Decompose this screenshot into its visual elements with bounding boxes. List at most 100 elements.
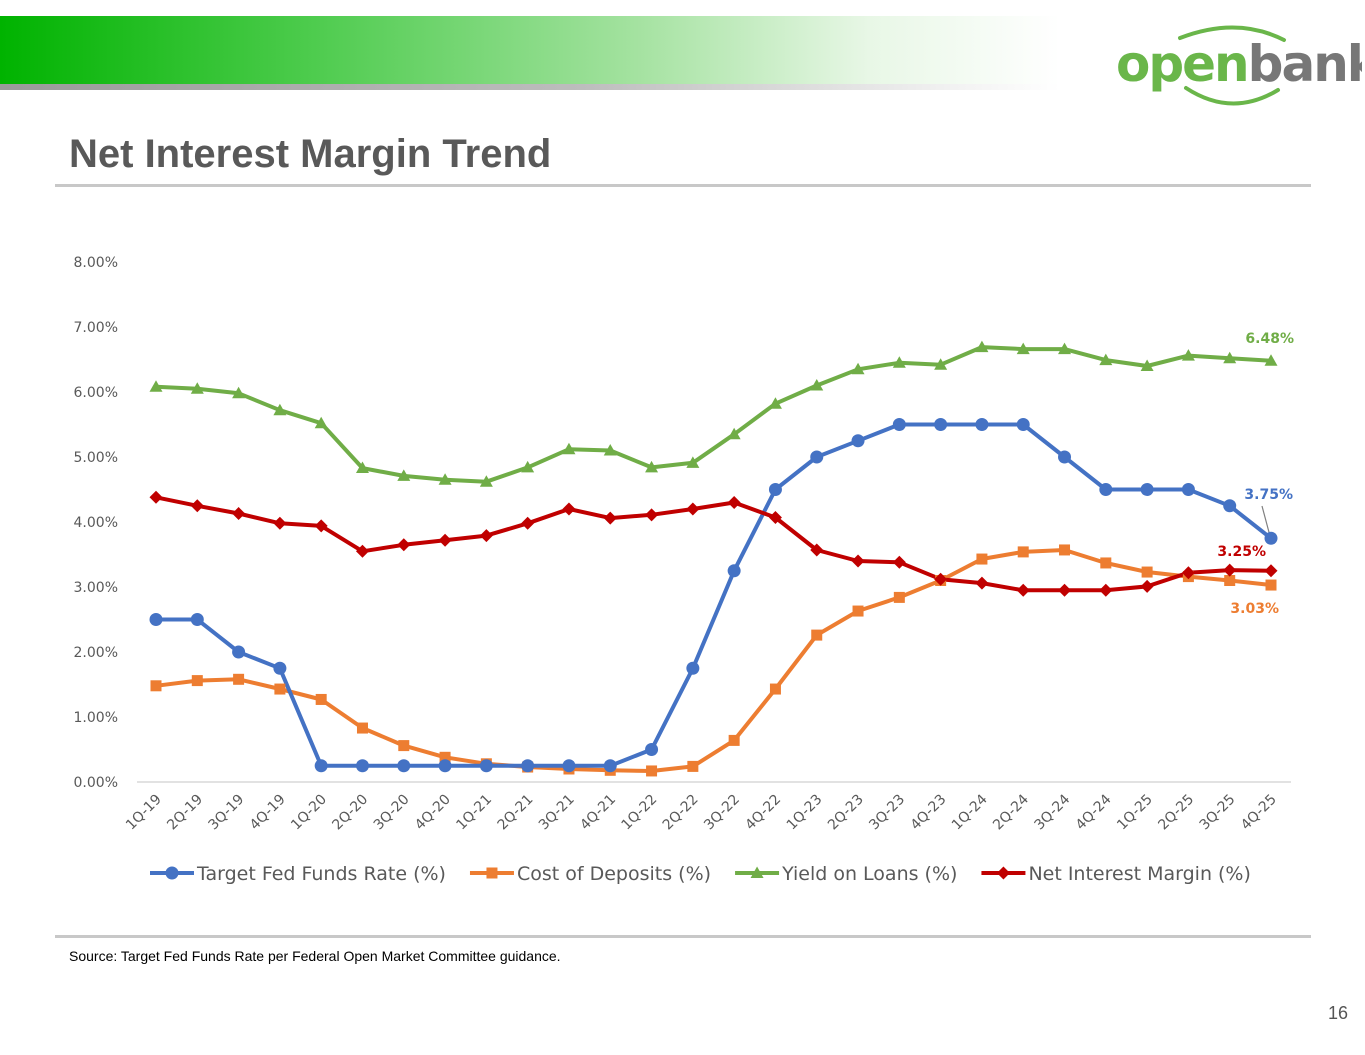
series-markers [149,340,1278,777]
x-tick-label: 3Q-20 [371,792,413,834]
data-point [645,743,659,756]
data-point [479,759,493,773]
data-point [438,473,452,485]
x-tick-label: 4Q-22 [742,792,784,834]
data-point [1016,342,1030,355]
data-point [1058,450,1072,464]
data-point [190,499,204,513]
data-point [1016,583,1030,597]
data-point [1224,575,1236,586]
legend-label: Net Interest Margin (%) [1028,863,1250,885]
data-point [1099,483,1113,496]
page-number: 16 [1327,1003,1348,1023]
data-point [768,510,782,524]
data-point [1059,544,1071,556]
x-tick-label: 3Q-23 [866,792,908,834]
data-point [397,469,411,481]
x-tick-label: 1Q-22 [619,792,661,834]
data-point [149,490,163,504]
data-point [232,645,246,659]
data-point [686,661,700,675]
data-point [521,759,535,773]
data-point [728,734,740,746]
data-point [1265,579,1277,591]
data-point [769,683,781,695]
data-point [314,416,328,429]
data-point [727,496,741,509]
data-point [232,386,246,399]
data-point [603,444,617,456]
x-tick-label: 4Q-23 [908,792,950,834]
data-point [1140,359,1154,371]
x-tick-label: 3Q-25 [1197,792,1239,834]
x-axis-labels: 1Q-19 2Q-19 3Q-19 4Q-19 1Q-20 2Q-20 3Q-20 4Q-20… [123,791,1280,833]
legend-swatch-marker [750,866,764,878]
data-point [232,507,246,521]
data-point [233,673,245,685]
x-tick-label: 1Q-25 [1114,792,1156,834]
end-labels: 6.48% 3.75% 3.25% 3.03% [1217,331,1294,617]
data-point [190,382,204,394]
data-point [1058,583,1072,597]
data-point [273,661,287,675]
data-point [975,418,989,431]
data-point [149,380,163,392]
data-point [190,613,204,626]
data-point [934,418,948,431]
data-point [1141,566,1153,578]
legend-swatch-marker [996,866,1010,880]
data-point [1099,353,1113,366]
end-value-label: 3.75% [1244,487,1293,503]
chart-legend: Target Fed Funds Rate (%) Cost of Deposit… [150,863,1251,885]
end-value-label: 3.03% [1230,601,1279,617]
data-point [562,442,576,455]
x-tick-label: 3Q-22 [701,792,743,834]
data-point [479,475,493,487]
data-point [851,362,865,375]
x-tick-label: 1Q-23 [784,792,826,834]
y-axis-labels: 0.00% 1.00% 2.00% 3.00% 4.00% 5.00% 6.00% 7.00%… [74,255,118,791]
data-point [438,533,452,547]
x-tick-label: 3Q-24 [1031,791,1073,833]
data-point [768,397,782,409]
y-tick-label: 6.00% [74,385,118,401]
data-point [603,511,617,525]
x-tick-label: 1Q-24 [949,791,991,833]
data-point [727,427,741,440]
data-point [314,519,328,533]
data-point [852,605,864,617]
footer-divider [55,935,1311,938]
series-line [154,495,1273,593]
data-point [397,538,411,552]
legend-label: Cost of Deposits (%) [517,863,711,885]
header-banner [0,16,1060,84]
legend-label: Target Fed Funds Rate (%) [196,863,446,885]
data-point [521,460,535,473]
data-point [1017,546,1029,558]
x-tick-label: 4Q-24 [1073,791,1115,833]
data-point [727,564,741,578]
data-point [1099,583,1113,597]
data-point [646,765,658,777]
header-banner-underline [0,84,1060,90]
data-point [1264,531,1278,545]
data-point [356,722,368,734]
legend-swatch-marker [486,867,498,879]
data-point [1140,579,1154,593]
logo-word-open: open [1116,35,1248,93]
y-tick-label: 1.00% [74,710,118,726]
x-tick-label: 2Q-22 [660,792,702,834]
data-point [768,483,782,496]
data-point [1264,564,1278,578]
x-tick-label: 4Q-19 [247,792,289,834]
data-point [1016,418,1030,431]
data-point [1223,563,1237,577]
data-point [934,572,948,586]
source-note: Source: Target Fed Funds Rate per Federa… [69,948,561,964]
svg-text:openbank: openbank [1116,35,1362,93]
end-value-label: 3.25% [1217,544,1266,560]
data-point [892,418,906,431]
data-point [811,629,823,641]
data-point [1223,351,1237,364]
